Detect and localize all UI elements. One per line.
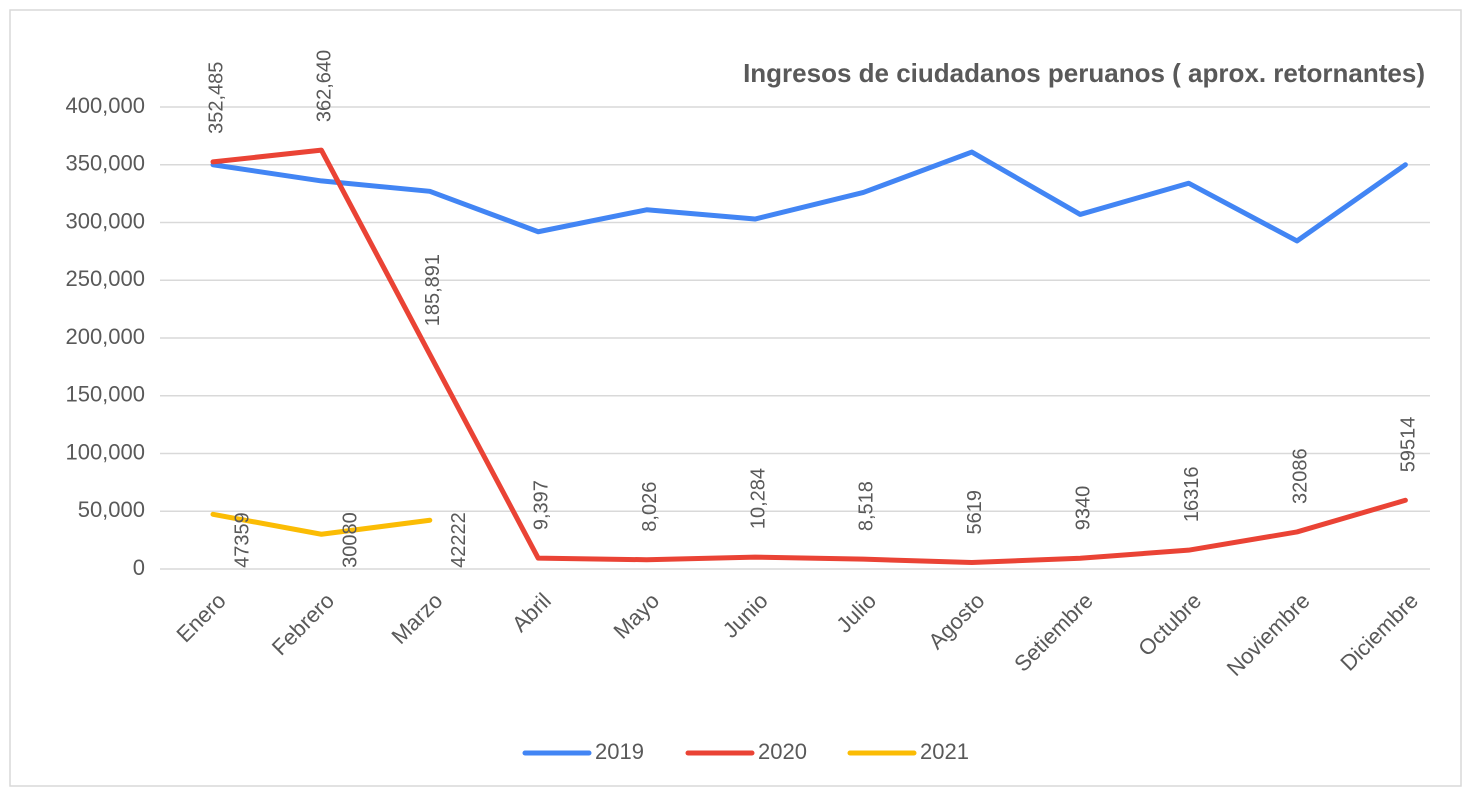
legend-label: 2020 bbox=[758, 739, 807, 764]
data-label: 16316 bbox=[1181, 467, 1203, 523]
series-line bbox=[210, 147, 1408, 566]
legend-label: 2021 bbox=[920, 739, 969, 764]
y-tick-label: 300,000 bbox=[65, 208, 145, 233]
data-label: 47359 bbox=[231, 512, 253, 568]
y-tick-label: 350,000 bbox=[65, 151, 145, 176]
legend-label: 2019 bbox=[595, 739, 644, 764]
data-label: 9340 bbox=[1072, 486, 1094, 531]
y-tick-label: 100,000 bbox=[65, 439, 145, 464]
data-label: 8,026 bbox=[639, 482, 661, 532]
chart-title: Ingresos de ciudadanos peruanos ( aprox.… bbox=[743, 58, 1425, 88]
data-label: 5619 bbox=[964, 490, 986, 535]
y-tick-label: 200,000 bbox=[65, 324, 145, 349]
data-label: 352,485 bbox=[205, 62, 227, 134]
data-label: 30080 bbox=[340, 512, 362, 568]
data-label: 8,518 bbox=[856, 481, 878, 531]
y-tick-label: 250,000 bbox=[65, 266, 145, 291]
chart-border bbox=[9, 9, 1462, 787]
data-label: 32086 bbox=[1289, 448, 1311, 504]
y-tick-label: 0 bbox=[133, 555, 145, 580]
series-line bbox=[210, 511, 433, 537]
data-label: 9,397 bbox=[530, 480, 552, 530]
y-tick-label: 150,000 bbox=[65, 382, 145, 407]
data-label: 362,640 bbox=[314, 50, 336, 122]
y-tick-label: 400,000 bbox=[65, 93, 145, 118]
series-line bbox=[210, 149, 1408, 244]
y-tick-label: 50,000 bbox=[78, 497, 145, 522]
data-label: 59514 bbox=[1398, 417, 1420, 473]
data-label: 42222 bbox=[448, 512, 470, 568]
data-label: 10,284 bbox=[747, 468, 769, 529]
data-label: 185,891 bbox=[422, 254, 444, 326]
